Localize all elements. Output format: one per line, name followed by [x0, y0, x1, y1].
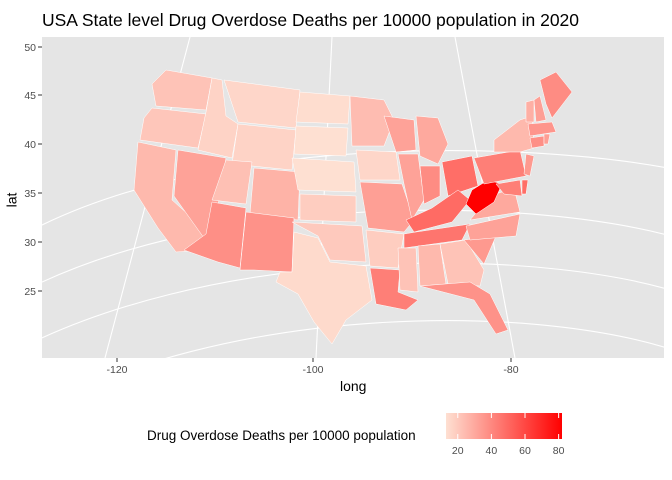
state-ar — [365, 229, 405, 269]
state-mo — [359, 181, 415, 233]
state-or — [139, 107, 207, 149]
state-tx — [275, 231, 373, 345]
x-tick-label: -100 — [302, 364, 323, 376]
state-wa — [151, 69, 213, 111]
state-co — [249, 167, 301, 221]
state-ia — [355, 149, 401, 181]
state-mn — [349, 95, 395, 147]
x-axis-title: long — [340, 378, 367, 394]
state-me — [539, 71, 573, 119]
state-az — [183, 201, 247, 269]
state-id — [197, 77, 239, 159]
state-mi — [415, 115, 449, 165]
state-md — [495, 179, 523, 197]
state-wi — [383, 115, 417, 153]
state-vt — [525, 99, 535, 123]
legend-tick-label: 20 — [452, 445, 464, 457]
y-tick-label: 25 — [24, 286, 36, 298]
x-tick-label: -80 — [503, 364, 518, 376]
state-nj — [523, 153, 535, 177]
state-ut — [211, 159, 253, 205]
state-ok — [291, 221, 367, 263]
state-ne — [291, 157, 357, 193]
state-ct — [529, 135, 545, 149]
legend-tick-label: 60 — [519, 445, 531, 457]
state-layer — [133, 69, 573, 345]
y-tick-label: 40 — [24, 139, 36, 151]
state-nm — [239, 211, 295, 273]
chart-title: USA State level Drug Overdose Deaths per… — [42, 10, 580, 30]
y-tick-label: 35 — [24, 188, 36, 200]
state-pa — [473, 149, 527, 185]
state-il — [397, 153, 425, 221]
state-tn — [403, 223, 471, 249]
state-nd — [295, 91, 351, 125]
y-axis-title: lat — [3, 192, 20, 208]
state-ny — [493, 115, 535, 153]
legend-title: Drug Overdose Deaths per 10000 populatio… — [147, 428, 416, 443]
legend: 20 40 60 80 — [446, 413, 565, 457]
y-tick-label: 50 — [24, 42, 36, 54]
state-fl — [419, 281, 509, 335]
y-tick-label: 45 — [24, 90, 36, 102]
state-wy — [231, 123, 297, 171]
legend-tick-label: 40 — [486, 445, 498, 457]
legend-tick-label: 80 — [553, 445, 565, 457]
axes: -120 -100 -80 50 45 40 35 30 25 — [24, 42, 518, 376]
graticule-line — [165, 320, 664, 358]
state-ga — [439, 239, 485, 287]
y-tick-label: 30 — [24, 237, 36, 249]
state-ks — [299, 193, 357, 223]
state-in — [419, 165, 441, 205]
state-sd — [293, 125, 349, 157]
state-nc — [465, 213, 521, 241]
x-tick-label: -120 — [106, 364, 127, 376]
state-ms — [397, 247, 419, 293]
state-nh — [533, 95, 547, 123]
state-de — [521, 179, 529, 195]
legend-colorbar — [446, 413, 562, 439]
state-ri — [543, 133, 551, 145]
state-ma — [527, 121, 557, 137]
